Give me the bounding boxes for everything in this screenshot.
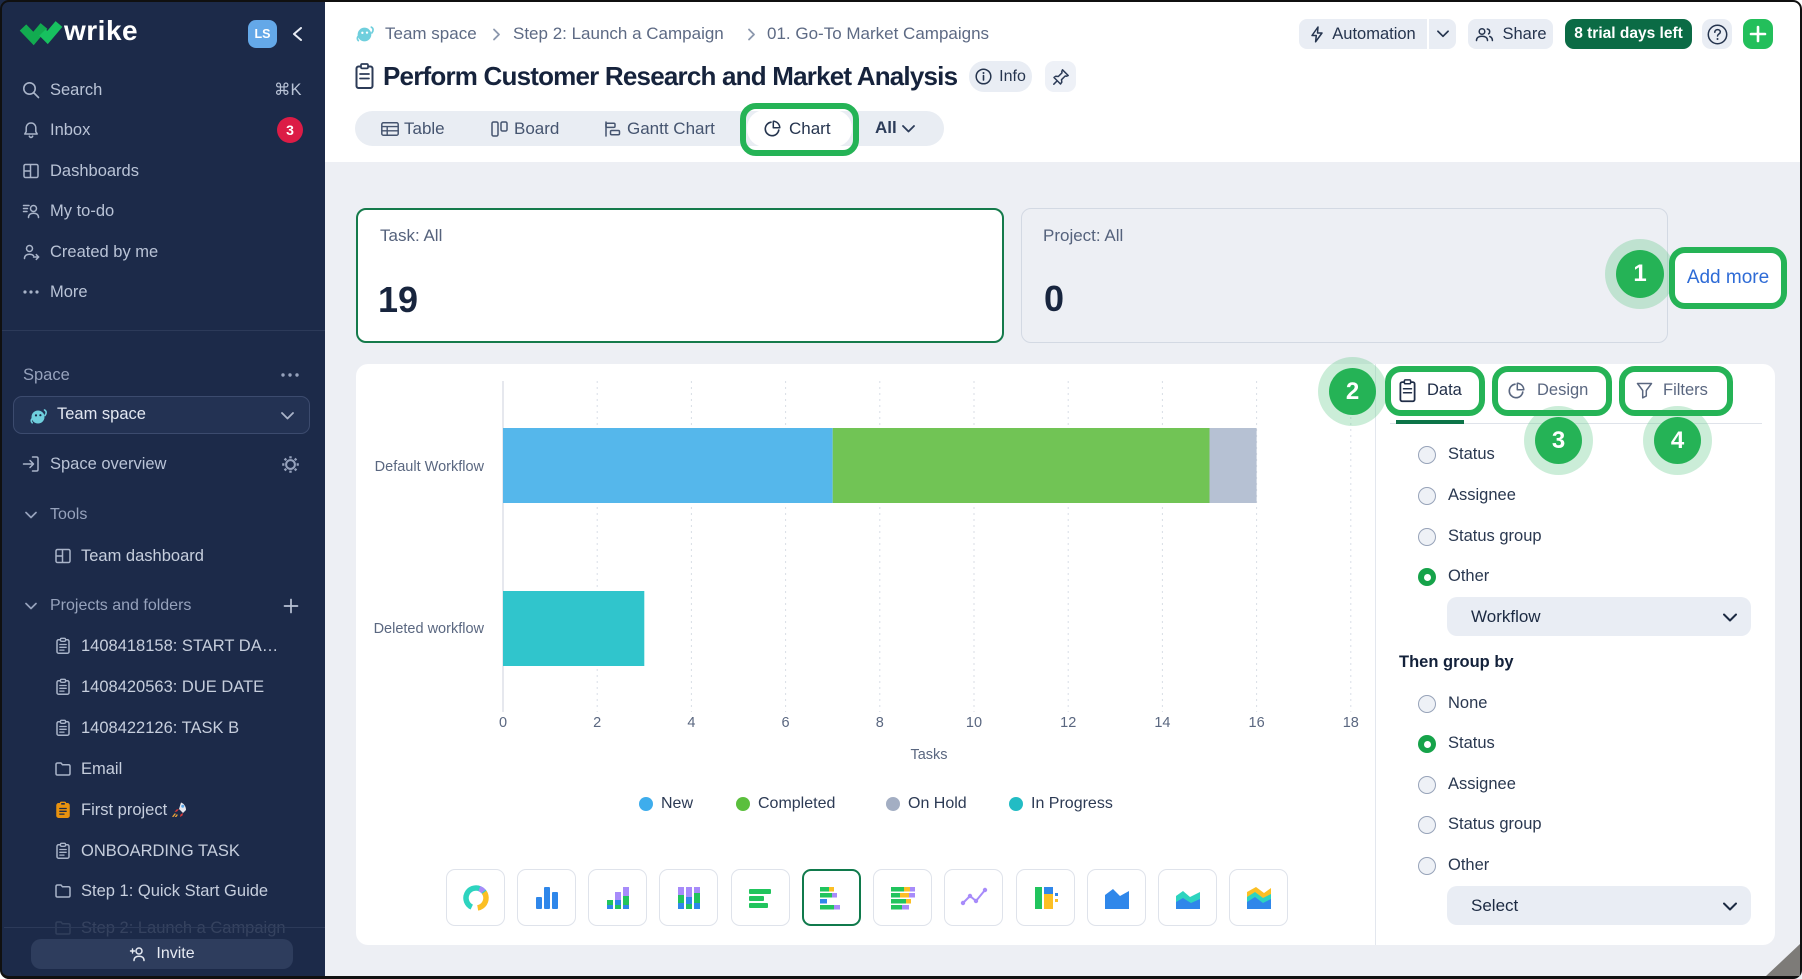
svg-text:4: 4	[687, 715, 695, 731]
svg-text:Default Workflow: Default Workflow	[375, 459, 485, 475]
svg-text:18: 18	[1343, 715, 1359, 731]
svg-text:14: 14	[1154, 715, 1170, 731]
svg-text:10: 10	[966, 715, 982, 731]
svg-text:6: 6	[782, 715, 790, 731]
svg-text:2: 2	[593, 715, 601, 731]
svg-text:Deleted workflow: Deleted workflow	[374, 621, 485, 637]
svg-text:8: 8	[876, 715, 884, 731]
svg-text:Tasks: Tasks	[910, 747, 947, 763]
svg-text:0: 0	[499, 715, 507, 731]
svg-text:16: 16	[1249, 715, 1265, 731]
svg-text:12: 12	[1060, 715, 1076, 731]
